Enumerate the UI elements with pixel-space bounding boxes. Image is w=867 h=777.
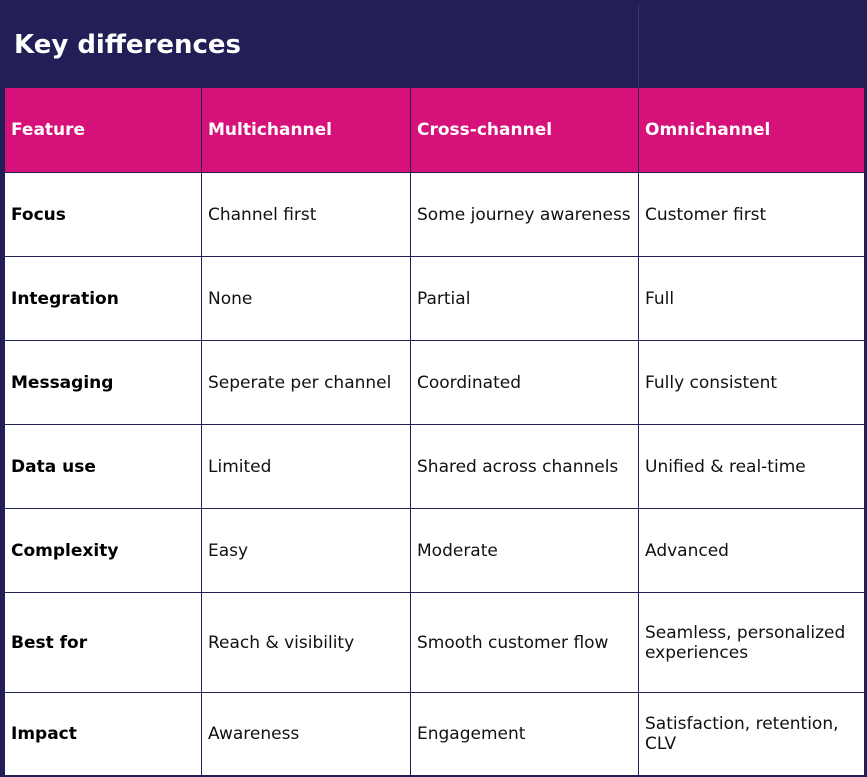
row-label: Impact — [4, 692, 202, 776]
table-row: Best for Reach & visibility Smooth custo… — [4, 592, 865, 693]
title-bar: Key differences — [4, 4, 863, 87]
cell-multichannel: Easy — [201, 508, 411, 593]
cell-omnichannel: Satisfaction, retention, CLV — [638, 692, 865, 776]
table-row: Messaging Seperate per channel Coordinat… — [4, 340, 865, 425]
cell-cross-channel: Some journey awareness — [410, 172, 639, 257]
table-row: Integration None Partial Full — [4, 256, 865, 341]
table-row: Complexity Easy Moderate Advanced — [4, 508, 865, 593]
header-feature: Feature — [4, 87, 202, 173]
cell-omnichannel: Seamless, personalized experiences — [638, 592, 865, 693]
cell-cross-channel: Engagement — [410, 692, 639, 776]
page-title: Key differences — [14, 30, 242, 60]
cell-multichannel: Awareness — [201, 692, 411, 776]
row-label: Complexity — [4, 508, 202, 593]
cell-cross-channel: Shared across channels — [410, 424, 639, 509]
comparison-table: Feature Multichannel Cross-channel Omnic… — [4, 87, 865, 776]
cell-omnichannel: Unified & real-time — [638, 424, 865, 509]
cell-cross-channel: Moderate — [410, 508, 639, 593]
row-label: Messaging — [4, 340, 202, 425]
table-row: Focus Channel first Some journey awarene… — [4, 172, 865, 257]
header-row: Feature Multichannel Cross-channel Omnic… — [4, 87, 865, 173]
header-cross-channel: Cross-channel — [410, 87, 639, 173]
table-row: Impact Awareness Engagement Satisfaction… — [4, 692, 865, 776]
cell-cross-channel: Coordinated — [410, 340, 639, 425]
cell-omnichannel: Fully consistent — [638, 340, 865, 425]
cell-multichannel: Channel first — [201, 172, 411, 257]
header-omnichannel: Omnichannel — [638, 87, 865, 173]
cell-omnichannel: Customer first — [638, 172, 865, 257]
title-divider — [638, 4, 639, 87]
row-label: Data use — [4, 424, 202, 509]
cell-multichannel: Limited — [201, 424, 411, 509]
cell-multichannel: Seperate per channel — [201, 340, 411, 425]
row-label: Integration — [4, 256, 202, 341]
cell-omnichannel: Advanced — [638, 508, 865, 593]
cell-cross-channel: Smooth customer flow — [410, 592, 639, 693]
cell-multichannel: Reach & visibility — [201, 592, 411, 693]
cell-multichannel: None — [201, 256, 411, 341]
table-row: Data use Limited Shared across channels … — [4, 424, 865, 509]
row-label: Best for — [4, 592, 202, 693]
header-multichannel: Multichannel — [201, 87, 411, 173]
cell-cross-channel: Partial — [410, 256, 639, 341]
cell-omnichannel: Full — [638, 256, 865, 341]
row-label: Focus — [4, 172, 202, 257]
